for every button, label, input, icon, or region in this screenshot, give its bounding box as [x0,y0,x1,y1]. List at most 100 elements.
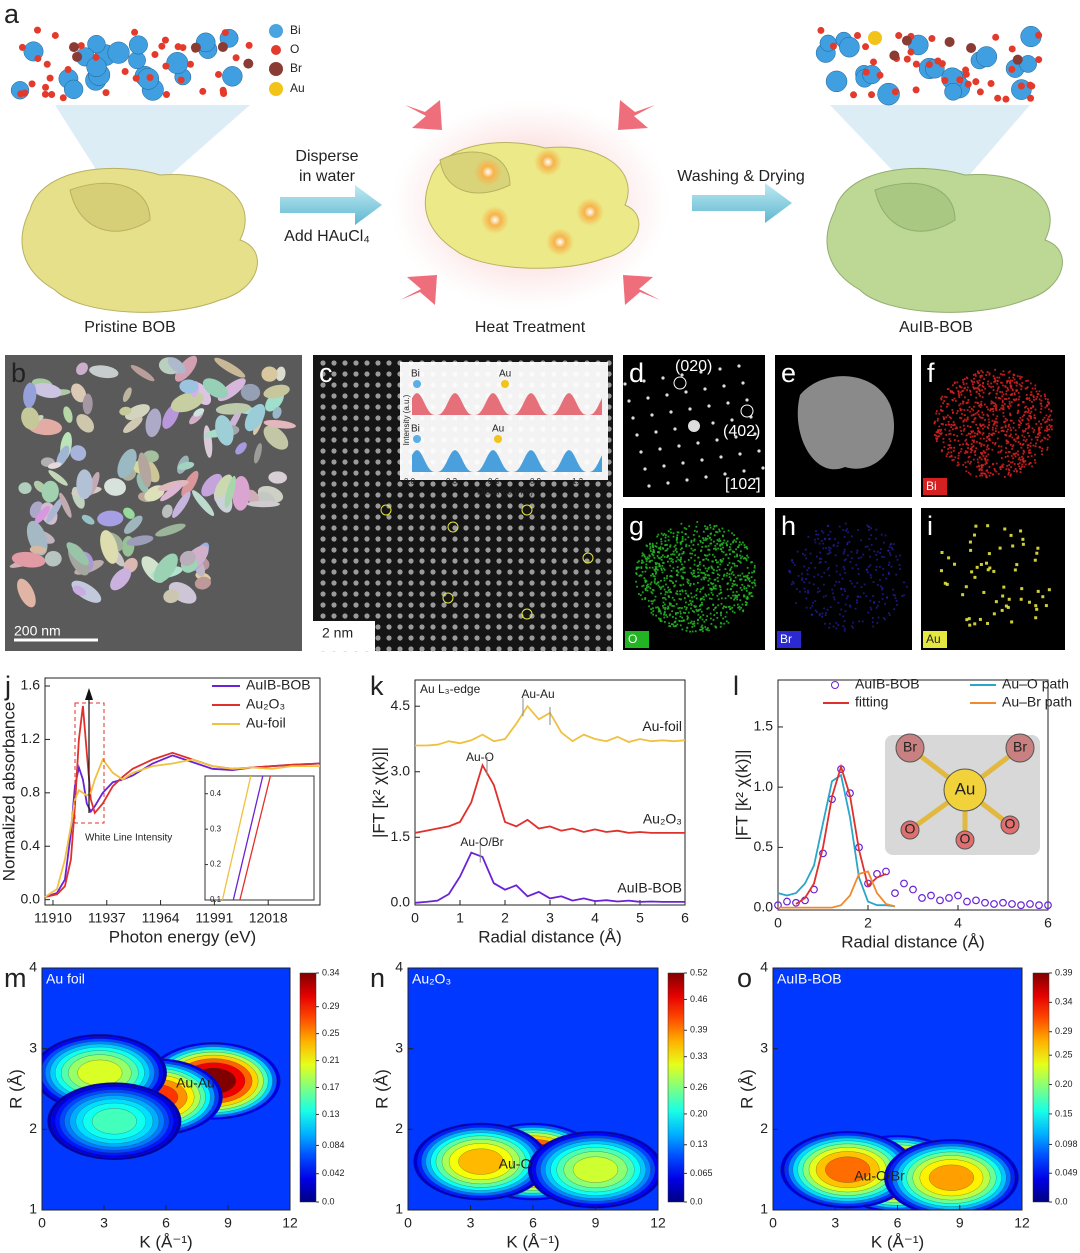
map-pixel [643,556,646,558]
map-pixel [860,556,863,559]
atom-column [419,514,425,520]
map-pixel [720,597,723,600]
series-line [414,762,685,834]
atom-column [507,503,513,509]
atom-column [518,481,524,487]
map-pixel [946,388,949,391]
map-pixel [693,624,696,627]
flake [263,384,290,399]
map-pixel [857,573,860,575]
map-pixel [669,591,672,593]
map-pixel [1025,387,1028,390]
atom-column [606,591,612,597]
flake [123,416,143,433]
map-pixel [741,555,744,558]
map-pixel [875,569,877,571]
map-pixel [652,600,654,603]
spot-label: (020) [675,358,712,375]
map-pixel [935,431,938,434]
atom-column [595,602,601,608]
atom-column [463,547,469,553]
crystal-atom [77,42,85,50]
crystal-atom [987,79,995,87]
map-pixel [1040,402,1043,405]
atom-column [474,558,480,564]
map-pixel [878,600,881,603]
map-pixel [843,550,846,553]
map-pixel [1013,463,1016,465]
map-pixel [665,577,668,580]
atom-column [386,624,392,630]
atom-column [397,602,403,608]
map-pixel [963,418,966,421]
map-pixel [725,553,728,556]
map-pixel [695,605,697,608]
spot-label: (402) [723,423,760,440]
inset-atom-label: Bi [411,424,420,435]
map-pixel [660,558,663,561]
map-pixel [947,448,950,450]
map-pixel [801,579,804,581]
map-pixel [818,542,821,545]
atom-column [463,635,469,641]
peak-annotation: Au-O [499,1155,532,1171]
atom-column [386,591,392,597]
colorbar-tick-label: 0.17 [322,1082,340,1092]
map-pixel [945,416,948,419]
map-pixel [652,554,655,557]
map-pixel [987,453,990,456]
data-point [891,889,899,898]
map-pixel [1028,399,1031,402]
map-pixel [676,623,679,626]
map-pixel [981,385,984,387]
map-pixel [835,564,838,567]
map-pixel [668,614,671,617]
map-pixel [964,396,966,399]
map-pixel [746,547,749,550]
diffraction-spot [658,447,662,451]
map-pixel [650,574,652,577]
x-tick-label: 0 [774,915,782,931]
map-pixel [990,386,992,389]
map-pixel [887,549,889,552]
crystal-atom [28,80,36,88]
map-pixel [808,581,811,584]
map-pixel [1011,544,1015,548]
diffraction-spot [650,413,654,417]
map-pixel [833,584,836,587]
crystal-atom [190,42,201,53]
map-pixel [986,568,990,572]
map-pixel [988,566,992,570]
flake [44,550,62,567]
map-pixel [1005,439,1008,442]
map-pixel [740,578,743,581]
flake [29,545,47,555]
map-pixel [870,543,873,546]
map-pixel [683,566,686,569]
map-pixel [688,525,691,528]
map-pixel [1020,388,1023,391]
map-pixel [1001,395,1004,398]
structure-label: O [905,821,916,837]
map-pixel [717,598,720,601]
map-pixel [823,607,825,610]
crystal-atom [186,60,194,68]
map-pixel [982,455,985,457]
map-pixel [696,530,698,533]
map-pixel [715,569,718,572]
map-pixel [1050,425,1053,427]
map-pixel [653,581,656,584]
atom-column [353,536,359,542]
diffraction-spot [723,472,727,476]
atom-column [474,569,480,575]
map-pixel [732,540,735,543]
map-pixel [1004,426,1007,428]
colorbar-tick-label: 0.26 [690,1082,708,1092]
map-pixel [954,456,957,459]
map-pixel [829,622,831,625]
sheet [69,182,151,232]
map-pixel [987,552,991,556]
map-pixel [672,550,675,553]
map-pixel [681,568,684,571]
map-pixel [952,399,954,402]
